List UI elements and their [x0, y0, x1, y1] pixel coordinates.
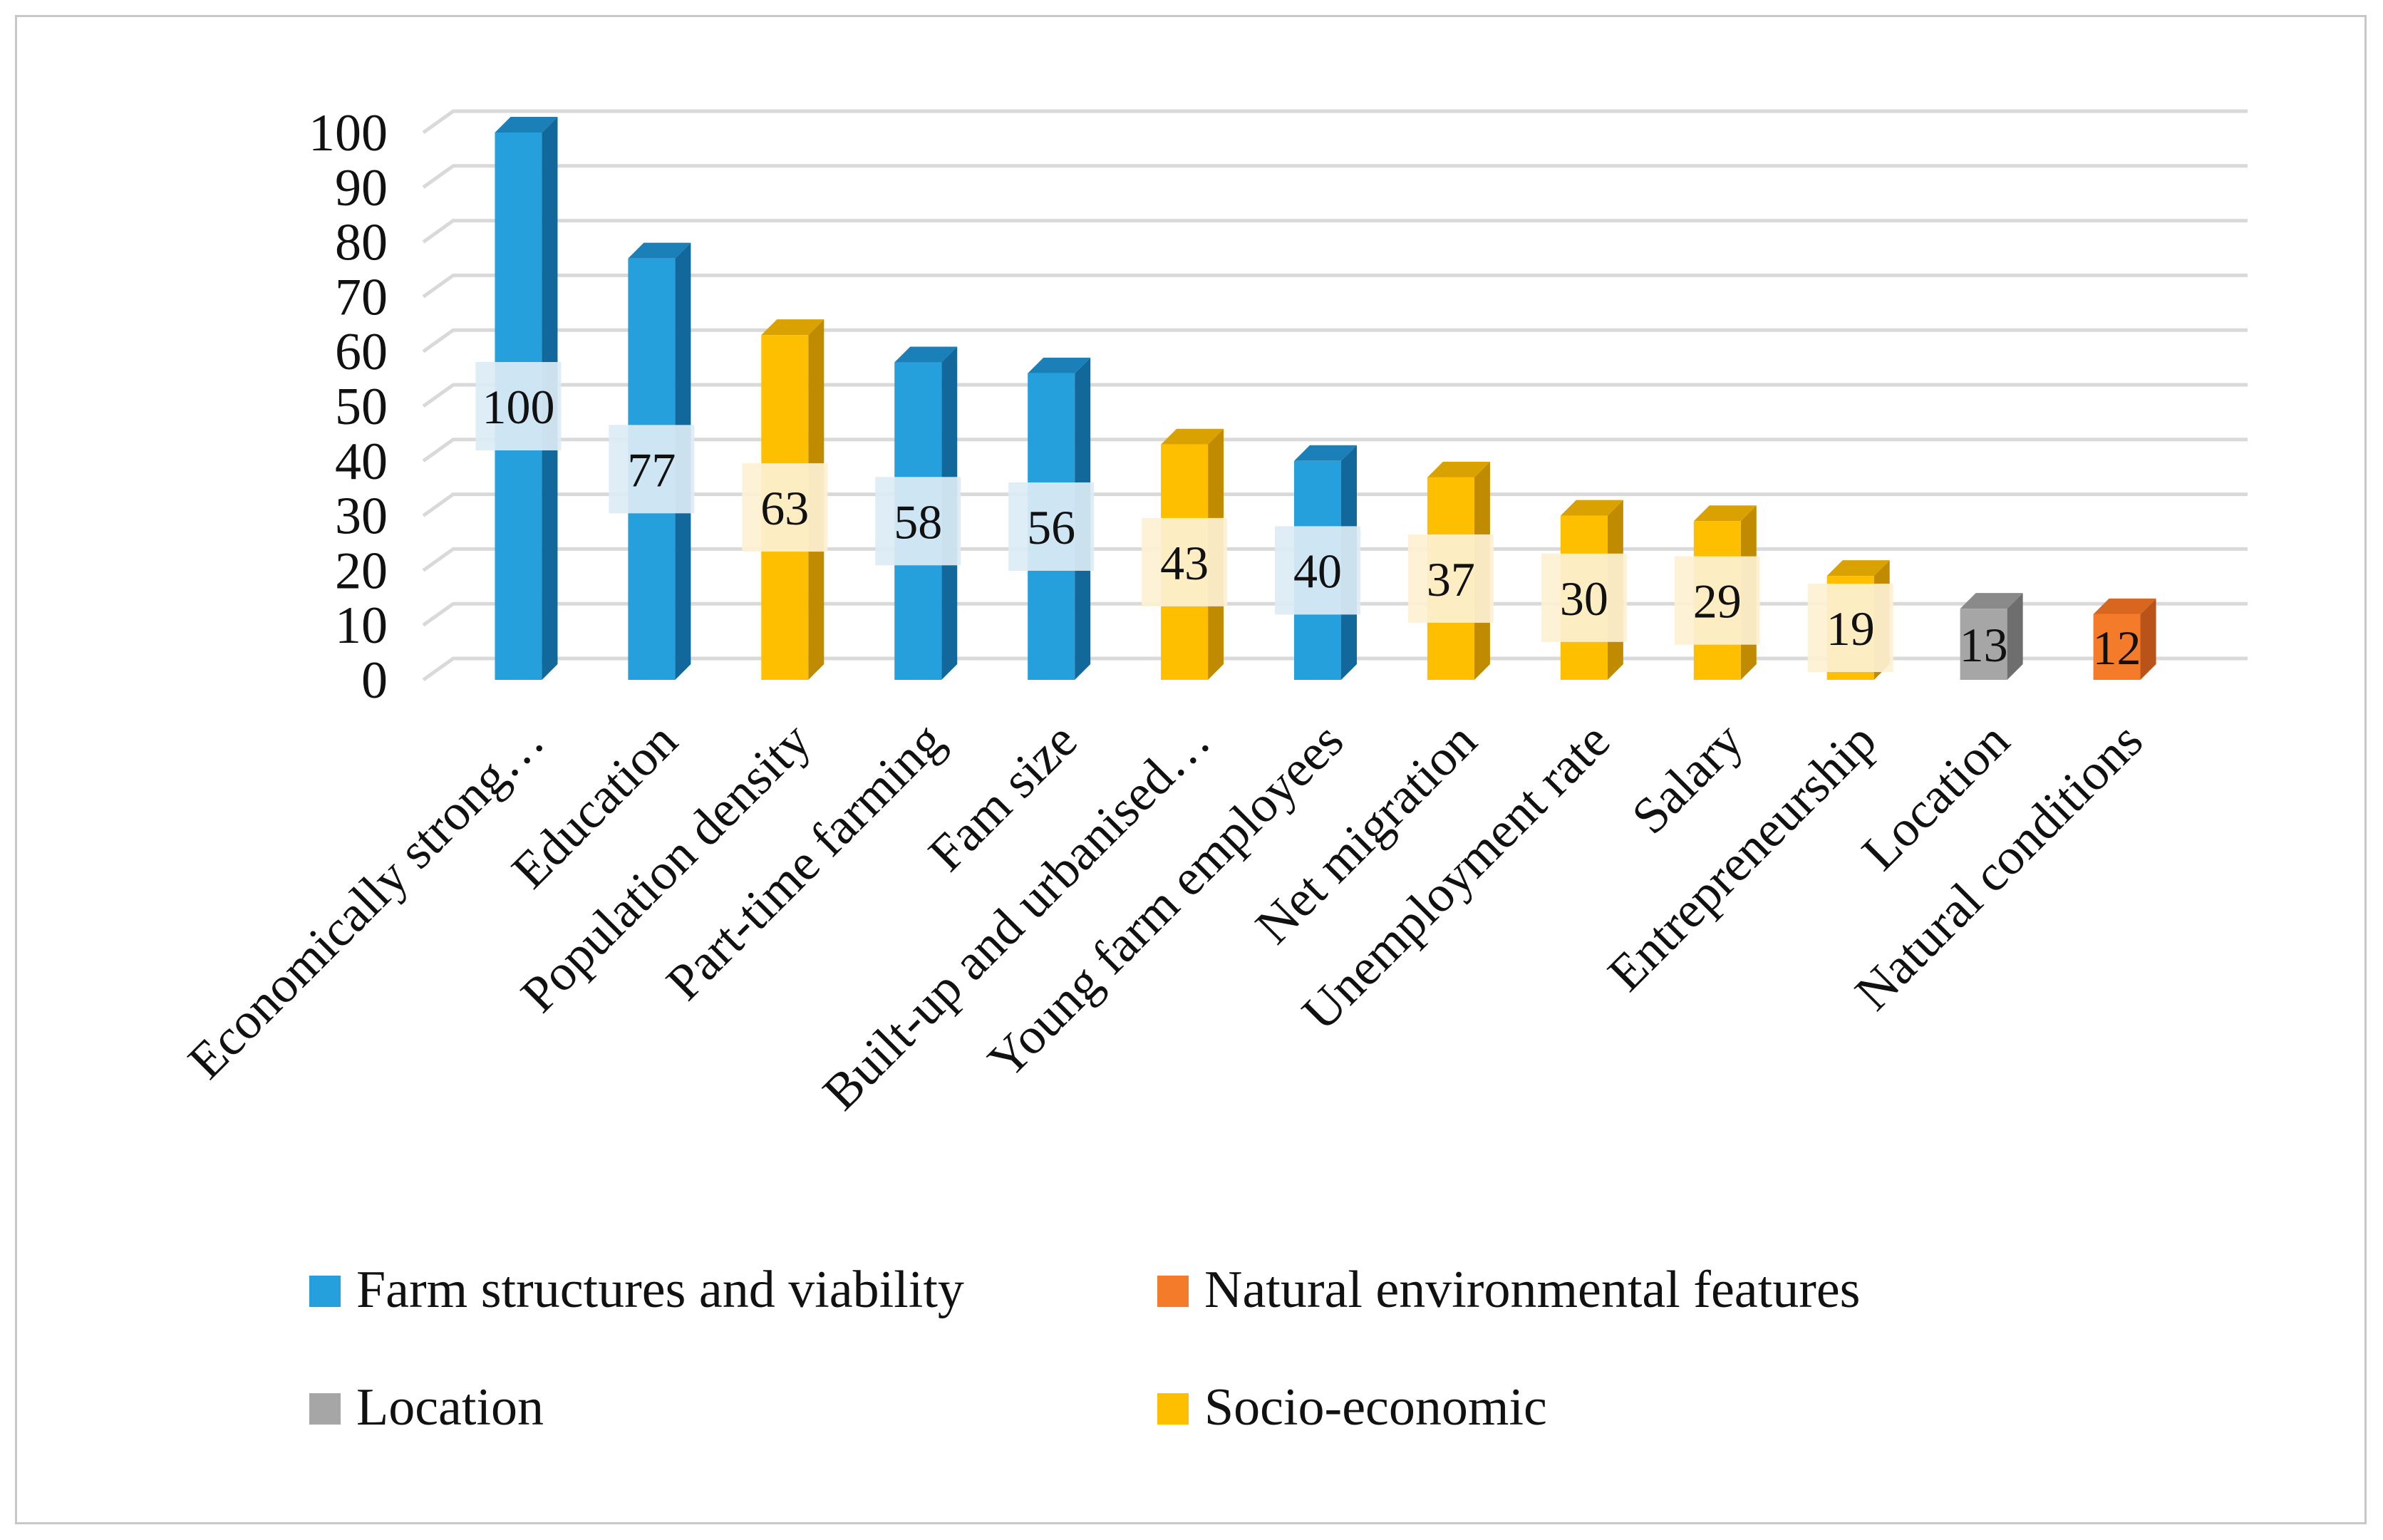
- data-label-background: [1541, 553, 1627, 642]
- data-label: 100: [482, 380, 554, 434]
- bar-top: [1826, 560, 1890, 577]
- y-tick-label: 50: [335, 378, 388, 436]
- gridline: [422, 273, 2248, 299]
- gridline: [422, 492, 2248, 517]
- data-label-background: [1807, 584, 1893, 673]
- y-tick-label: 100: [309, 104, 388, 162]
- legend: Farm structures and viability Natural env…: [309, 1261, 1860, 1437]
- y-tick-label: 10: [335, 596, 388, 655]
- data-label-background: [875, 477, 961, 566]
- gridline: [422, 438, 2248, 462]
- legend-item-farm-structures-and-viability: Farm structures and viability: [309, 1261, 964, 1319]
- data-label: 29: [1693, 574, 1742, 629]
- data-label-background: [1407, 534, 1494, 623]
- data-label-background: [742, 463, 828, 552]
- y-tick-label: 80: [335, 214, 388, 272]
- bar-top: [628, 242, 691, 259]
- bar-top: [894, 346, 958, 363]
- gridline: [422, 656, 2248, 682]
- bar-top: [1427, 461, 1490, 477]
- bar-top: [1560, 500, 1623, 516]
- gridline: [422, 601, 2248, 627]
- data-label: 77: [627, 443, 676, 497]
- y-tick-label: 70: [335, 268, 388, 326]
- gridline: [422, 164, 2248, 189]
- data-labels: 100 77 63 58 56 43 40 37 30 29 19 13 12: [475, 362, 2141, 675]
- y-tick-label: 90: [335, 159, 388, 217]
- bar-top: [1960, 593, 2023, 609]
- bar-front: [1960, 609, 2007, 680]
- legend-swatch: [1157, 1393, 1189, 1425]
- figure-frame: 0 10 20 30 40 50 60 70 80 90 100 100 77 63 58 56 43 40 37…: [15, 15, 2367, 1524]
- data-label: 58: [894, 495, 942, 549]
- y-tick-label: 30: [335, 487, 388, 546]
- x-axis-category-labels: Economically strong…EducationPopulation …: [177, 712, 2154, 1121]
- data-label-background: [1008, 482, 1095, 571]
- data-label-background: [1275, 526, 1360, 615]
- data-label-background: [1142, 517, 1228, 606]
- gridline: [422, 383, 2248, 408]
- bar-top: [761, 319, 825, 336]
- y-tick-label: 0: [361, 651, 388, 710]
- gridlines: [422, 109, 2248, 682]
- data-label-background: [1674, 556, 1760, 645]
- data-label: 63: [760, 481, 809, 535]
- x-tick-label: Economically strong…: [177, 712, 555, 1090]
- data-label: 56: [1027, 500, 1075, 554]
- legend-label: Location: [356, 1378, 544, 1437]
- legend-swatch: [309, 1393, 341, 1425]
- legend-label: Natural environmental features: [1204, 1261, 1860, 1319]
- legend-item-socio-economic: Socio-economic: [1157, 1378, 1547, 1437]
- bar-side: [2140, 598, 2156, 680]
- data-label: 37: [1427, 552, 1475, 606]
- bar-location: [1960, 593, 2023, 680]
- gridline: [422, 219, 2248, 244]
- bar-top: [1161, 428, 1224, 445]
- legend-swatch: [309, 1276, 341, 1307]
- data-label: 12: [2093, 621, 2141, 675]
- data-label: 19: [1826, 601, 1875, 656]
- data-label: 43: [1160, 536, 1209, 590]
- data-label-background: [609, 425, 695, 514]
- bar-side: [2007, 593, 2023, 680]
- bar-top: [1028, 357, 1091, 373]
- legend-label: Farm structures and viability: [356, 1261, 964, 1319]
- bar-top: [1294, 445, 1357, 461]
- data-label-background: [475, 362, 562, 450]
- gridline: [422, 547, 2248, 572]
- legend-swatch: [1157, 1276, 1189, 1307]
- legend-label: Socio-economic: [1204, 1378, 1547, 1437]
- bar-top: [1693, 505, 1757, 522]
- legend-item-natural-environmental-features: Natural environmental features: [1157, 1261, 1860, 1319]
- y-tick-label: 40: [335, 433, 388, 491]
- bar-top: [495, 117, 558, 133]
- bar-natural-conditions: [2093, 598, 2156, 680]
- data-label: 13: [1960, 618, 2008, 672]
- data-label: 40: [1293, 544, 1342, 598]
- y-tick-label: 20: [335, 542, 388, 600]
- gridline: [422, 328, 2248, 353]
- bar-top: [2093, 598, 2156, 614]
- bar-front: [2093, 614, 2141, 680]
- gridline: [422, 109, 2248, 135]
- legend-item-location: Location: [309, 1378, 544, 1437]
- data-label: 30: [1560, 572, 1608, 626]
- y-tick-label: 60: [335, 323, 388, 381]
